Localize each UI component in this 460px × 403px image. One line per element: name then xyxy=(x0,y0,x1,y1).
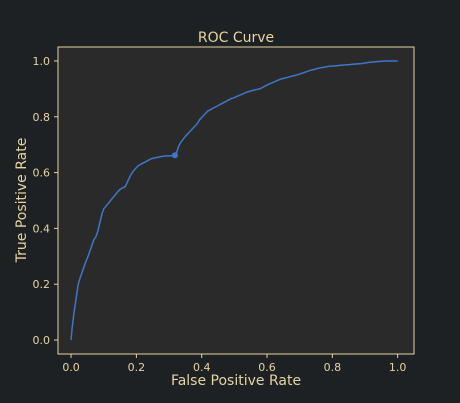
chart-title: ROC Curve xyxy=(198,30,274,46)
plot-area xyxy=(58,47,414,354)
y-axis-label: True Positive Rate xyxy=(14,138,30,264)
roc-curve-line xyxy=(70,60,398,341)
x-tick-label: 0.4 xyxy=(193,361,211,374)
y-tick-label: 1.0 xyxy=(33,55,51,68)
x-axis-label: False Positive Rate xyxy=(171,373,301,389)
plot-frame xyxy=(57,46,415,355)
x-tick-label: 0.8 xyxy=(324,361,342,374)
x-axis-ticks: 0.0 0.2 0.4 0.6 0.8 1.0 xyxy=(62,354,406,374)
x-tick-label: 0.0 xyxy=(62,361,80,374)
operating-point-marker xyxy=(171,152,178,159)
x-tick-label: 0.6 xyxy=(258,361,276,374)
series-layer xyxy=(70,60,398,341)
y-tick-label: 0.2 xyxy=(33,278,51,291)
y-tick-label: 0.4 xyxy=(33,222,51,235)
y-tick-label: 0.8 xyxy=(33,111,51,124)
y-tick-label: 0.6 xyxy=(33,167,51,180)
y-tick-label: 0.0 xyxy=(33,334,51,347)
x-tick-label: 1.0 xyxy=(389,361,407,374)
y-axis-ticks: 0.0 0.2 0.4 0.6 0.8 1.0 xyxy=(33,55,58,347)
x-tick-label: 0.2 xyxy=(128,361,146,374)
